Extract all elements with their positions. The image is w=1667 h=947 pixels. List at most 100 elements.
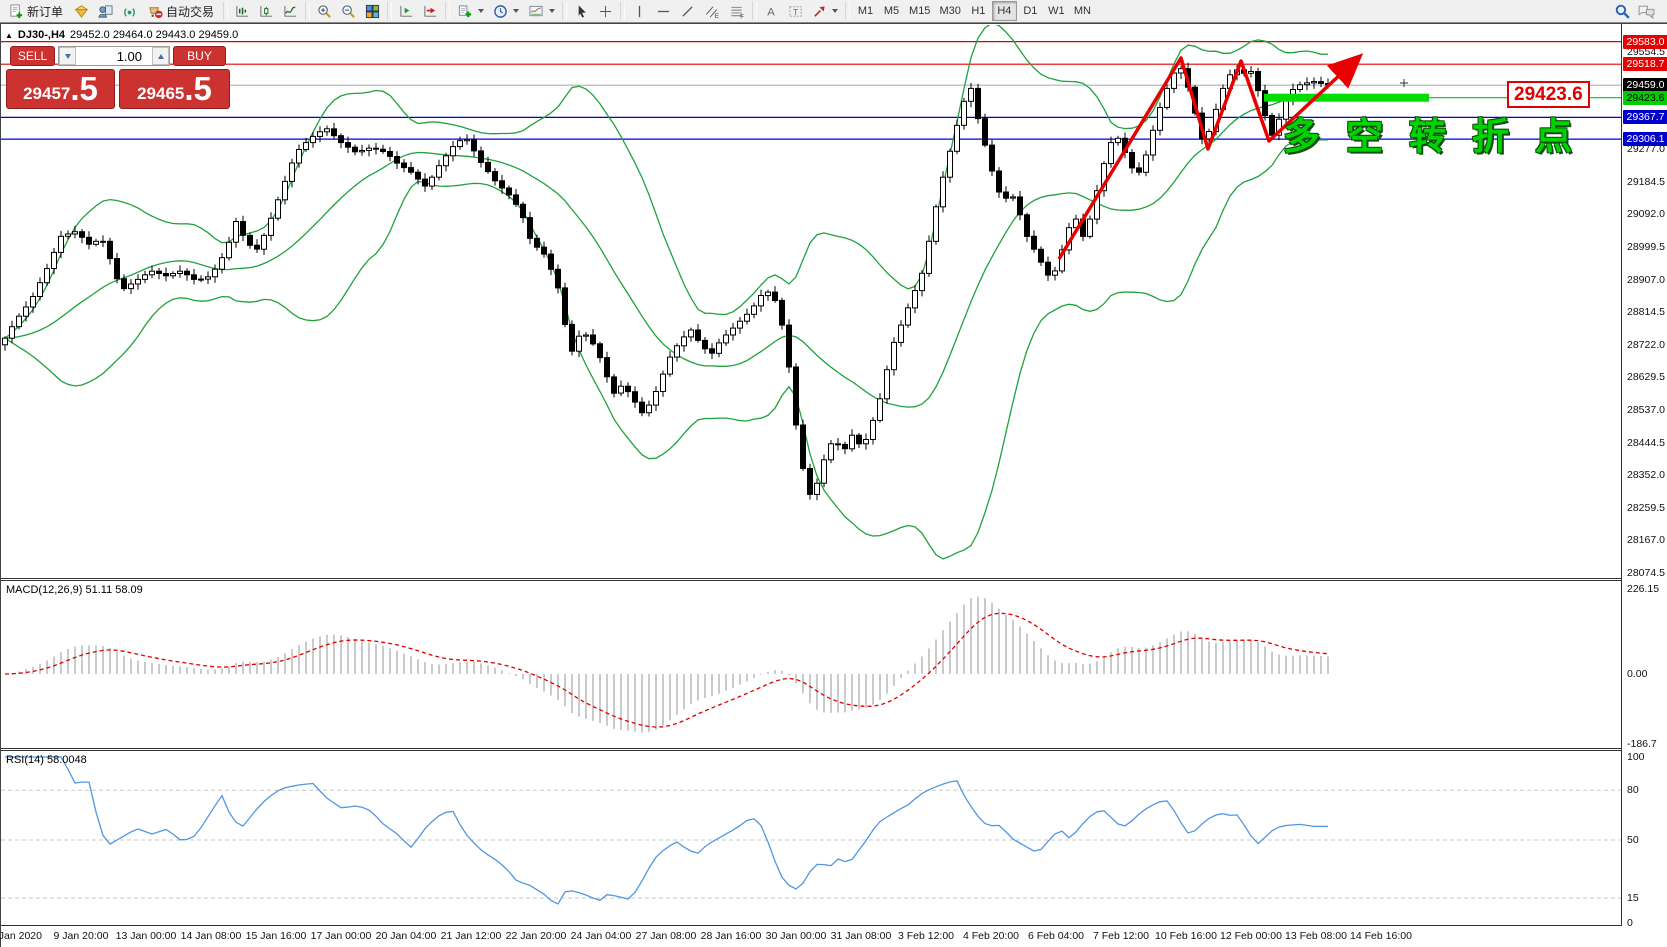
timeframe-w1-button[interactable]: W1 [1048, 5, 1065, 17]
autotrading-button[interactable]: 自动交易 [142, 1, 220, 21]
chart-shift-icon [399, 4, 414, 19]
horizontal-line-tool-button[interactable] [652, 1, 675, 21]
arrows-icon [812, 4, 827, 19]
pane-separator[interactable] [1, 748, 1621, 751]
time-axis-border [1, 925, 1621, 926]
time-tick-label: 15 Jan 16:00 [245, 930, 307, 942]
volume-value[interactable]: 1.00 [116, 48, 142, 64]
time-tick-label: 6 Feb 04:00 [1027, 930, 1085, 942]
arrows-caret [832, 9, 839, 13]
channel-tool-button[interactable]: E [700, 1, 724, 21]
timeframe-m30-button[interactable]: M30 [939, 5, 961, 17]
time-tick-label: 27 Jan 08:00 [635, 930, 697, 942]
text-tool-icon: A [764, 4, 779, 19]
timeframe-d1-button[interactable]: D1 [1023, 5, 1038, 17]
sell-price-frac: .5 [70, 70, 98, 107]
market-watch-button[interactable] [94, 1, 117, 21]
toolbar-separator [562, 2, 568, 20]
tile-windows-button[interactable] [361, 1, 384, 21]
price-level-badge: 29367.7 [1623, 110, 1667, 125]
buy-price-frac: .5 [184, 70, 212, 107]
sell-price-button[interactable]: 29457.5 [6, 69, 115, 109]
volume-decrease-button[interactable] [59, 47, 76, 65]
horizontal-line-icon [656, 4, 671, 19]
volume-increase-button[interactable] [152, 47, 169, 65]
timeframe-h1-button[interactable]: H1 [971, 5, 986, 17]
time-tick-label: 14 Jan 08:00 [180, 930, 242, 942]
time-tick-label: 10 Feb 16:00 [1155, 930, 1217, 942]
arrows-tool-button[interactable] [808, 1, 842, 21]
price-tick-label: 226.15 [1627, 583, 1660, 595]
timeframe-m5-button[interactable]: M5 [883, 5, 900, 17]
text-tool-button[interactable]: A [760, 1, 783, 21]
timeframe-m15-button[interactable]: M15 [909, 5, 931, 17]
buy-price-button[interactable]: 29465.5 [119, 69, 230, 109]
timeframe-mn-button[interactable]: MN [1073, 5, 1091, 17]
price-tick-label: 28629.5 [1627, 371, 1665, 384]
time-tick-label: 13 Feb 08:00 [1285, 930, 1347, 942]
price-tick-label: 15 [1627, 892, 1639, 905]
vertical-line-tool-button[interactable] [628, 1, 651, 21]
auto-scroll-button[interactable] [419, 1, 442, 21]
main-chart-pane[interactable] [1, 25, 1621, 578]
crosshair-tool-button[interactable] [594, 1, 617, 21]
timeframes-caret [513, 9, 520, 13]
macd-pane[interactable] [1, 581, 1621, 748]
price-tick-label: 0 [1627, 917, 1633, 929]
fibonacci-tool-button[interactable]: F [725, 1, 749, 21]
toolbar-separator [387, 2, 393, 20]
add-indicator-button[interactable] [453, 1, 488, 21]
zoom-out-icon [341, 4, 356, 19]
market-watch-icon [98, 4, 113, 19]
search-icon[interactable] [1614, 3, 1631, 20]
time-tick-label: 7 Feb 12:00 [1092, 930, 1150, 942]
line-chart-button[interactable] [279, 1, 302, 21]
price-tick-label: 50 [1627, 834, 1639, 846]
pane-separator[interactable] [1, 578, 1621, 581]
metaeditor-button[interactable] [70, 1, 93, 21]
new-order-button[interactable]: 新订单 [3, 1, 69, 21]
chat-icon[interactable] [1637, 3, 1656, 20]
new-order-label: 新订单 [27, 4, 64, 19]
template-button[interactable] [524, 1, 559, 21]
signals-button[interactable] [118, 1, 141, 21]
time-tick-label: 9 Jan 20:00 [53, 930, 109, 942]
price-level-badge: 29459.0 [1623, 78, 1667, 93]
text-label-icon: T [788, 4, 803, 19]
timeframes-clock-button[interactable] [489, 1, 523, 21]
price-tick-label: 29554.5 [1627, 45, 1665, 58]
price-tick-label: 29277.0 [1627, 143, 1665, 156]
trendline-tool-button[interactable] [676, 1, 699, 21]
rsi-pane[interactable] [1, 751, 1621, 925]
symbol-period-label: DJ30-,H4 [17, 29, 65, 41]
price-callout-label[interactable]: 29423.6 [1507, 81, 1590, 108]
buy-button[interactable]: BUY [173, 46, 226, 66]
vertical-line-icon [632, 4, 647, 19]
timeframe-m1-button[interactable]: M1 [857, 5, 874, 17]
zoom-out-button[interactable] [337, 1, 360, 21]
zoom-in-button[interactable] [313, 1, 336, 21]
toolbar-right [1614, 3, 1664, 20]
auto-scroll-icon [423, 4, 438, 19]
toolbar-separator [620, 2, 626, 20]
text-label-tool-button[interactable]: T [784, 1, 807, 21]
price-tick-label: 28259.5 [1627, 501, 1665, 514]
price-axis[interactable]: 29554.5 29277.0 29184.5 29092.0 28999.5 28907… [1621, 24, 1667, 929]
toolbar-separator [305, 2, 311, 20]
toolbar: 新订单 自动交易 [0, 0, 1667, 23]
sell-button[interactable]: SELL [10, 46, 55, 66]
price-level-badge: 29518.7 [1623, 57, 1667, 72]
time-tick-label: 3 Feb 12:00 [897, 930, 955, 942]
collapse-icon[interactable]: ▲ [5, 30, 13, 40]
cursor-tool-button[interactable] [570, 1, 593, 21]
bar-chart-button[interactable] [231, 1, 254, 21]
add-indicator-icon [457, 4, 473, 19]
time-tick-label: 31 Jan 08:00 [830, 930, 892, 942]
candlestick-chart-button[interactable] [255, 1, 278, 21]
price-level-badge: 29306.1 [1623, 132, 1667, 147]
chart-shift-button[interactable] [395, 1, 418, 21]
timeframe-h4-button[interactable]: H4 [991, 1, 1017, 21]
price-level-badge: 29583.0 [1623, 34, 1667, 49]
text-letter: A [767, 6, 775, 18]
